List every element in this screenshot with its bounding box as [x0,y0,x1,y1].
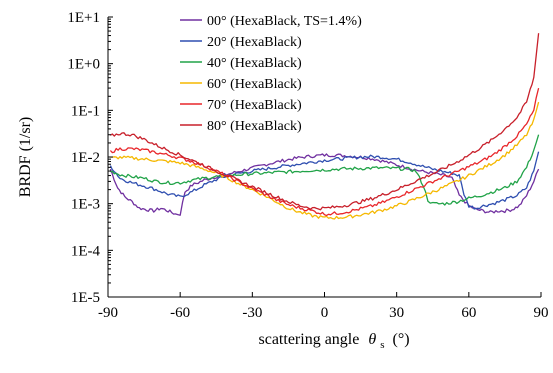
series-line-4 [109,87,540,217]
legend-label-3: 60° (HexaBlack) [207,77,302,92]
legend-label-5: 80° (HexaBlack) [207,119,302,134]
series-line-1 [109,151,540,210]
y-tick-label: 1E-4 [71,243,101,259]
series-line-5 [110,33,540,211]
x-axis-label: scattering angle θ s (°) [259,331,410,352]
plot-area [109,33,540,220]
x-tick-label: 90 [534,305,549,321]
y-tick-label: 1E+0 [67,57,100,73]
axes: 1E-5 1E-4 1E-3 1E-2 1E-1 1E+0 1E+1 -90 -60 -30 0 30… [67,10,548,321]
x-axis-label-symbol: θ [368,331,376,348]
legend-label-2: 40° (HexaBlack) [207,56,302,71]
x-tick-label: -60 [170,305,190,321]
series-line-2 [110,134,540,206]
x-tick-label: 60 [461,305,476,321]
legend-label-1: 20° (HexaBlack) [207,35,302,50]
x-axis-label-unit: (°) [392,331,409,348]
x-tick-label: -90 [98,305,118,321]
y-tick-label: 1E-2 [71,150,100,166]
y-tick-label: 1E-3 [71,197,100,213]
legend: 00° (HexaBlack, TS=1.4%) 20° (HexaBlack) 4… [180,14,362,134]
x-axis-label-text: scattering angle [259,331,360,348]
y-tick-label: 1E+1 [67,10,100,26]
y-tick-label: 1E-1 [71,103,100,119]
legend-label-4: 70° (HexaBlack) [207,98,302,113]
y-axis-label: BRDF (1/sr) [17,117,34,197]
series-line-3 [110,101,540,220]
x-tick-label: 0 [321,305,329,321]
legend-label-0: 00° (HexaBlack, TS=1.4%) [207,14,362,29]
x-axis-label-subscript: s [380,339,384,351]
y-tick-label: 1E-5 [71,290,100,306]
x-tick-label: -30 [242,305,262,321]
x-tick-label: 30 [389,305,404,321]
